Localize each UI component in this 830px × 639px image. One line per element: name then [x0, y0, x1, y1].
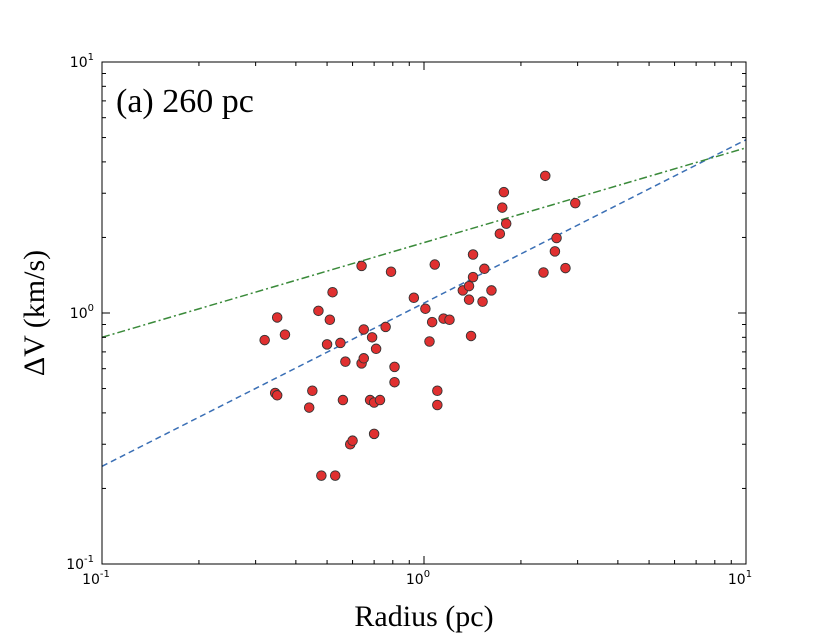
data-point: [370, 343, 382, 355]
data-point: [335, 337, 346, 349]
data-point: [324, 314, 336, 325]
data-point: [463, 294, 475, 305]
y-tick-label: 100: [70, 303, 94, 322]
data-point: [420, 303, 431, 314]
data-point: [385, 266, 397, 277]
data-point: [366, 332, 378, 343]
y-axis-label: ΔV (km/s): [18, 250, 51, 376]
x-tick-label: 101: [728, 569, 752, 588]
data-point: [340, 356, 351, 367]
data-point: [486, 285, 497, 296]
data-point: [347, 435, 358, 446]
data-point: [500, 218, 512, 229]
data-point: [303, 402, 315, 413]
fit-line-dashed: [102, 139, 746, 467]
y-tick-label: 10-1: [66, 554, 94, 573]
data-point: [356, 260, 367, 272]
data-point: [329, 470, 341, 481]
data-point: [380, 321, 391, 333]
tick-labels: 10-1 100 101 10-1 100 101: [66, 52, 752, 588]
data-point: [424, 336, 435, 347]
data-point: [321, 339, 333, 350]
data-point: [444, 314, 455, 325]
data-point: [408, 292, 420, 304]
data-point: [570, 197, 581, 209]
data-point: [429, 259, 441, 270]
data-point: [358, 324, 370, 335]
data-point: [497, 202, 508, 213]
data-point: [540, 170, 551, 182]
data-point: [327, 286, 338, 298]
data-point: [467, 249, 479, 260]
axis-ticks: [102, 62, 746, 564]
data-point: [498, 186, 510, 198]
data-point: [477, 296, 488, 307]
data-points: [259, 170, 581, 481]
data-point: [463, 280, 475, 292]
data-point: [432, 385, 443, 397]
data-point: [479, 263, 490, 275]
data-point: [389, 361, 400, 373]
data-point: [538, 267, 549, 278]
data-point: [465, 330, 477, 342]
data-point: [279, 329, 291, 340]
data-point: [432, 399, 443, 411]
data-point: [358, 353, 370, 364]
data-point: [368, 428, 380, 440]
data-point: [259, 334, 270, 346]
panel-label: (a) 260 pc: [116, 83, 254, 120]
data-point: [560, 262, 571, 274]
data-point: [271, 390, 283, 401]
data-point: [494, 228, 506, 239]
x-tick-label: 100: [406, 569, 430, 588]
data-point: [389, 376, 400, 388]
data-point: [307, 385, 318, 397]
data-point: [467, 271, 479, 283]
data-point: [271, 312, 283, 323]
data-point: [426, 316, 438, 328]
data-point: [374, 394, 386, 406]
x-axis-label: Radius (pc): [354, 600, 493, 633]
data-point: [551, 232, 562, 244]
data-point: [337, 394, 349, 406]
data-point: [313, 305, 324, 317]
fit-lines: [102, 139, 746, 467]
x-tick-label: 10-1: [82, 569, 110, 588]
y-tick-label: 101: [70, 52, 94, 71]
data-point: [549, 246, 561, 257]
data-point: [316, 470, 327, 481]
